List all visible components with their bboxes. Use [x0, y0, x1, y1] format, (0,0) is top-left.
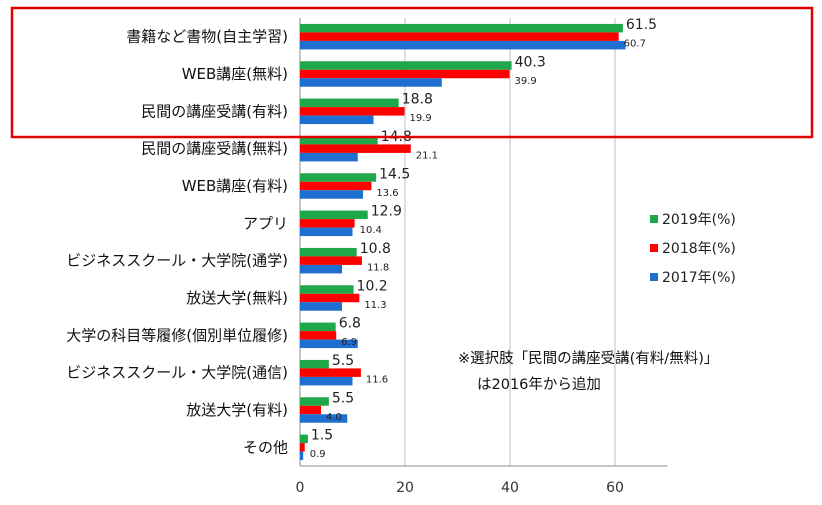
- bar-2019: [300, 98, 399, 108]
- bar-2018: [300, 293, 360, 303]
- bar-2017: [300, 190, 363, 199]
- bar-2018: [300, 219, 355, 228]
- data-label-2019: 1.5: [311, 428, 333, 444]
- data-label-2018: 10.4: [360, 225, 382, 236]
- bar-2017: [300, 264, 342, 274]
- data-label-2018: 6.9: [341, 337, 357, 348]
- data-label-2019: 14.5: [379, 166, 410, 182]
- bar-2017: [300, 152, 358, 162]
- data-label-2018: 39.9: [514, 76, 536, 87]
- bar-2019: [300, 322, 336, 332]
- legend-swatch: [650, 215, 658, 223]
- category-label: ビジネススクール・大学院(通学): [66, 252, 288, 270]
- bar-2018: [300, 405, 321, 415]
- data-label-2018: 11.8: [367, 262, 389, 273]
- data-label-2018: 21.1: [416, 150, 438, 161]
- bar-2017: [300, 227, 353, 237]
- bar-2019: [300, 210, 368, 220]
- legend-label: 2017年(%): [662, 270, 736, 286]
- x-tick-label: 40: [501, 480, 519, 496]
- data-label-2018: 11.3: [364, 300, 386, 311]
- note-line-1: ※選択肢「民間の講座受講(有料/無料)」: [458, 350, 718, 367]
- bar-2017: [300, 115, 374, 125]
- data-label-2019: 12.9: [371, 204, 402, 220]
- data-label-2018: 19.9: [409, 113, 431, 124]
- bar-2019: [300, 173, 377, 182]
- bar-2018: [300, 368, 361, 377]
- value-labels: 61.560.740.339.918.819.914.821.114.513.6…: [310, 17, 657, 460]
- bar-2017: [300, 414, 348, 423]
- data-label-2019: 61.5: [626, 17, 657, 33]
- data-label-2019: 10.8: [360, 241, 391, 257]
- note: ※選択肢「民間の講座受講(有料/無料)」 は2016年から追加: [458, 350, 718, 393]
- data-label-2018: 4.0: [326, 412, 342, 423]
- legend-label: 2019年(%): [662, 212, 736, 228]
- bar-2018: [300, 69, 510, 79]
- bar-2017: [300, 339, 358, 349]
- category-label: WEB講座(有料): [182, 177, 288, 195]
- data-label-2019: 6.8: [339, 316, 361, 332]
- category-label: 放送大学(無料): [186, 289, 288, 307]
- bar-2019: [300, 434, 308, 444]
- x-tick-label: 20: [396, 480, 414, 496]
- bar-2017: [300, 302, 342, 311]
- bar-2018: [300, 32, 619, 41]
- bar-2018: [300, 256, 362, 265]
- bar-2017: [300, 40, 626, 50]
- bar-2017: [300, 376, 353, 386]
- bar-2019: [300, 397, 329, 406]
- data-label-2018: 11.6: [366, 374, 388, 385]
- bar-2018: [300, 443, 305, 452]
- highlight-box: [10, 6, 814, 139]
- data-label-2019: 40.3: [515, 54, 546, 70]
- bar-2017: [300, 78, 442, 87]
- data-label-2019: 5.5: [332, 390, 354, 406]
- bar-2019: [300, 285, 354, 294]
- category-label: ビジネススクール・大学院(通信): [66, 364, 288, 382]
- bar-2018: [300, 107, 405, 116]
- bar-2018: [300, 181, 372, 191]
- data-label-2019: 5.5: [332, 353, 354, 369]
- x-tick-label: 60: [606, 480, 624, 496]
- bar-2019: [300, 359, 329, 369]
- bar-2019: [300, 135, 378, 145]
- category-label: 大学の科目等履修(個別単位履修): [66, 326, 288, 344]
- bar-2019: [300, 247, 357, 257]
- data-label-2018: 0.9: [310, 449, 326, 460]
- legend-swatch: [650, 273, 658, 281]
- category-label: アプリ: [243, 214, 288, 232]
- data-label-2018: 60.7: [624, 38, 646, 49]
- category-label: 書籍など書物(自主学習): [126, 28, 288, 46]
- data-label-2019: 18.8: [402, 92, 433, 108]
- legend-label: 2018年(%): [662, 241, 736, 257]
- bar-2017: [300, 451, 304, 461]
- category-labels: 書籍など書物(自主学習) WEB講座(無料) 民間の講座受講(有料) 民間の講座受講(…: [66, 28, 288, 457]
- note-line-2: は2016年から追加: [477, 376, 601, 393]
- bar-2019: [300, 61, 512, 70]
- legend-swatch: [650, 244, 658, 252]
- x-axis-tick-labels: 0 20 40 60: [296, 480, 624, 496]
- grid-lines: [299, 18, 668, 467]
- category-label: 放送大学(有料): [186, 401, 288, 419]
- category-label: WEB講座(無料): [182, 65, 288, 83]
- x-tick-label: 0: [296, 480, 305, 496]
- category-label: その他: [243, 438, 288, 456]
- data-label-2019: 10.2: [357, 278, 388, 294]
- data-label-2018: 13.6: [376, 188, 398, 199]
- bars: [300, 23, 626, 461]
- legend: 2019年(%) 2018年(%) 2017年(%): [650, 212, 736, 286]
- bar-2018: [300, 331, 337, 340]
- category-label: 民間の講座受講(無料): [141, 140, 288, 158]
- bar-2019: [300, 23, 623, 33]
- bar-2018: [300, 144, 411, 153]
- category-label: 民間の講座受講(有料): [141, 102, 288, 120]
